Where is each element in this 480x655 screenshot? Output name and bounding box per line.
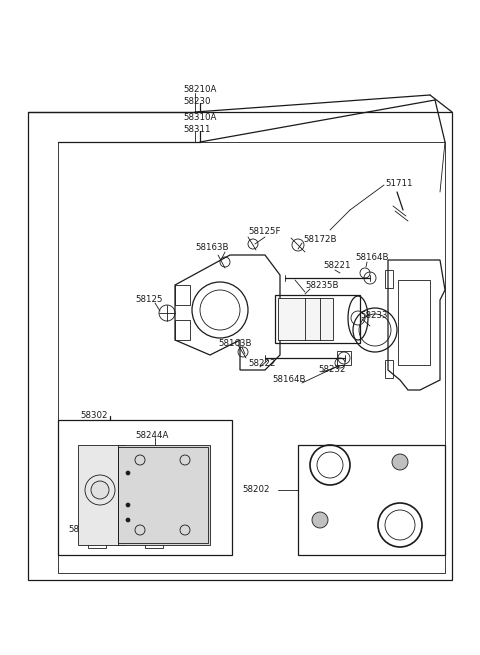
Text: 58232: 58232 (318, 364, 346, 373)
Circle shape (126, 471, 130, 475)
Text: 58125: 58125 (135, 295, 163, 305)
Text: 58164B: 58164B (272, 375, 305, 384)
Text: 58244A: 58244A (135, 430, 168, 440)
Text: 58202: 58202 (242, 485, 269, 495)
Circle shape (126, 518, 130, 522)
Text: 58311: 58311 (183, 126, 211, 134)
Text: 58221: 58221 (323, 261, 350, 271)
Circle shape (392, 454, 408, 470)
Text: 58302: 58302 (80, 411, 108, 419)
Bar (88, 540, 106, 548)
Text: 58235B: 58235B (305, 280, 338, 290)
Bar (28, 112, 452, 580)
Text: 58163B: 58163B (195, 244, 228, 252)
Text: 51711: 51711 (385, 179, 412, 187)
Text: 58233: 58233 (360, 310, 387, 320)
Bar (385, 360, 393, 378)
Text: 58222: 58222 (248, 360, 276, 369)
Bar (385, 270, 393, 288)
Text: 58125F: 58125F (248, 227, 280, 236)
Circle shape (126, 503, 130, 507)
Text: 58210A: 58210A (183, 86, 216, 94)
Circle shape (312, 512, 328, 528)
Bar (118, 447, 208, 543)
Text: 58310A: 58310A (183, 113, 216, 122)
Bar (58, 142, 445, 573)
Bar (298, 445, 445, 555)
Bar (275, 295, 360, 343)
Bar (278, 298, 333, 340)
Bar (337, 351, 351, 365)
Text: 58230: 58230 (183, 98, 211, 107)
Text: 58244A: 58244A (68, 525, 101, 534)
Polygon shape (118, 445, 210, 545)
Bar (58, 420, 232, 555)
Polygon shape (78, 445, 125, 545)
Bar (145, 540, 163, 548)
Text: 58164B: 58164B (355, 253, 388, 263)
Text: 58172B: 58172B (303, 236, 336, 244)
Circle shape (91, 481, 109, 499)
Text: 58163B: 58163B (218, 339, 252, 348)
